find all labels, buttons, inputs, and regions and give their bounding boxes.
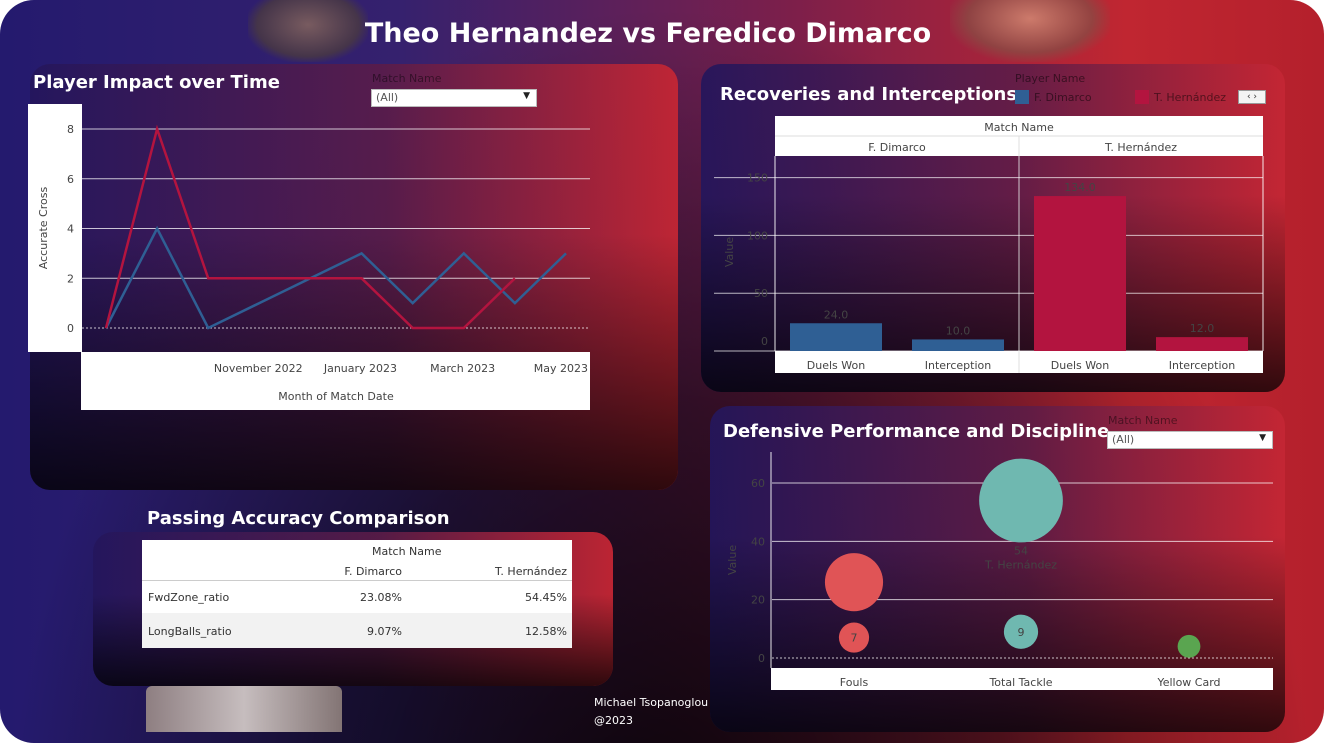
legend-label-dimarco[interactable]: F. Dimarco [1034,91,1092,104]
passing-table-header: Match Name [372,545,442,558]
passing-table: Match Name F. Dimarco T. Hernández FwdZo… [142,540,572,648]
player-photo-kit [146,686,342,732]
impact-title: Player Impact over Time [33,72,280,93]
defensive-match-select[interactable]: (All) ▼ [1107,431,1273,449]
recoveries-legend-title: Player Name [1015,72,1086,85]
legend-swatch-hernandez [1135,90,1149,104]
defensive-filter-label: Match Name [1108,414,1178,427]
recoveries-panel [701,64,1285,392]
passing-row-band [142,613,572,648]
passing-row-value: 54.45% [525,591,567,604]
passing-row-value: 9.07% [367,625,402,638]
chevron-down-icon[interactable]: ▼ [523,91,530,101]
passing-col-dimarco: F. Dimarco [344,565,402,578]
credit-text: Michael Tsopanoglou @2023 [594,694,708,730]
dashboard-title: Theo Hernandez vs Feredico Dimarco [364,18,932,49]
defensive-title: Defensive Performance and Discipline [723,421,1110,442]
passing-header-divider [142,580,572,581]
impact-filter-label: Match Name [372,72,442,85]
passing-col-hernandez: T. Hernández [495,565,567,578]
passing-row-value: 12.58% [525,625,567,638]
legend-pager-button[interactable]: ‹ › [1238,90,1266,104]
player-photo-dimarco [950,0,1110,62]
player-photo-hernandez [248,0,368,62]
legend-swatch-dimarco [1015,90,1029,104]
passing-row-value: 23.08% [360,591,402,604]
credit-author: Michael Tsopanoglou [594,696,709,709]
recoveries-title: Recoveries and Interceptions [720,84,1018,105]
impact-match-select-value: (All) [376,91,399,104]
chevron-down-icon[interactable]: ▼ [1259,433,1266,443]
credit-year: @2023 [594,714,633,727]
passing-row-metric: LongBalls_ratio [148,625,232,638]
passing-row-metric: FwdZone_ratio [148,591,230,604]
impact-match-select[interactable]: (All) ▼ [371,89,537,107]
passing-title: Passing Accuracy Comparison [147,508,450,529]
legend-label-hernandez[interactable]: T. Hernández [1154,91,1226,104]
defensive-panel [710,406,1285,732]
defensive-match-select-value: (All) [1112,433,1135,446]
impact-panel [30,64,678,490]
